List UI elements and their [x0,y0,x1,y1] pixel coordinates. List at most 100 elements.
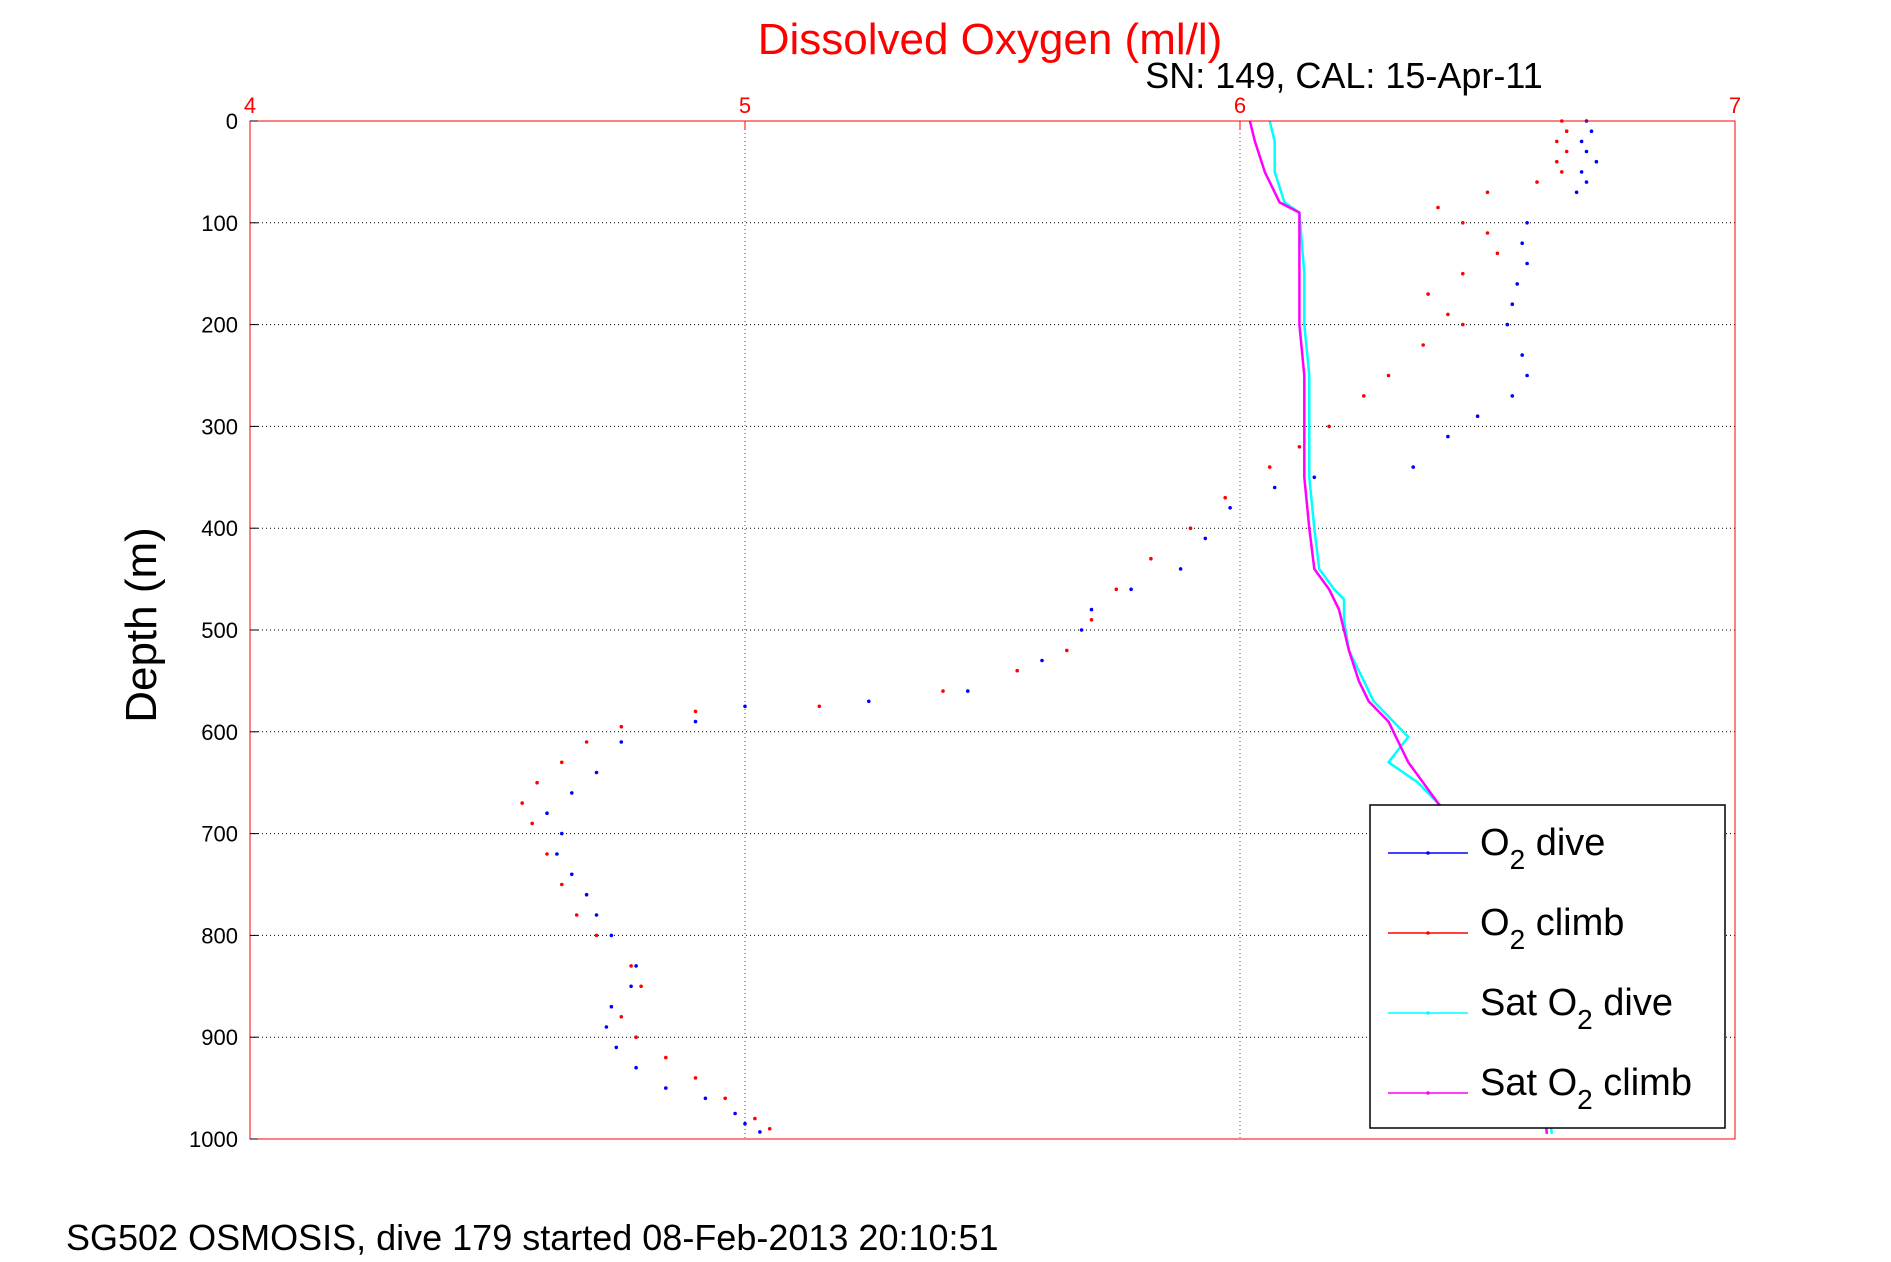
legend-label-subscript: 2 [1510,844,1526,875]
data-point [693,719,698,724]
data-point [1040,658,1044,663]
data-point [1560,170,1564,174]
data-point [1267,465,1272,469]
y-axis-label: Depth (m) [117,527,166,723]
legend-entry: Sat O2 dive [1388,982,1673,1035]
data-point [1515,282,1519,286]
x-tick-label: 4 [244,93,256,118]
data-point [594,770,599,775]
data-point [555,852,559,856]
legend-label-text: O [1480,902,1510,944]
data-point [1555,139,1559,144]
data-point [1485,231,1490,235]
data-point [560,831,564,836]
data-point [1178,567,1183,571]
data-point [1579,170,1584,174]
y-tick-label: 600 [201,720,238,745]
legend-label-suffix: dive [1593,982,1673,1024]
data-point [594,913,599,917]
data-point [545,852,549,856]
data-point [634,1035,638,1039]
y-tick-label: 900 [201,1025,238,1050]
legend-label-subscript: 2 [1577,1004,1593,1035]
data-point [1461,322,1465,327]
legend-marker [1426,1011,1430,1015]
y-tick-label: 700 [201,822,238,847]
data-point [743,1121,747,1126]
data-point [629,964,633,968]
data-point [1228,506,1232,510]
legend-label: Sat O2 climb [1480,1062,1692,1115]
data-point [584,892,589,897]
data-point [664,1055,668,1060]
data-point [723,1096,727,1101]
data-point [1188,526,1193,530]
data-point [703,1096,708,1101]
data-point [767,1127,772,1131]
legend-entry: O2 climb [1388,902,1624,955]
data-point [1520,353,1524,357]
data-point [634,1065,638,1070]
legend-label: O2 dive [1480,822,1605,875]
data-point [1297,445,1302,449]
data-point [1525,373,1529,378]
data-point [1272,485,1277,490]
legend-marker [1426,851,1430,855]
data-point [1495,251,1500,256]
data-point [1579,139,1584,144]
data-point [614,1045,619,1050]
data-point [817,704,822,709]
data-point [619,724,624,729]
data-point [1584,180,1589,184]
legend-marker [1426,931,1430,935]
data-point [1461,221,1465,225]
data-point [570,872,574,877]
legend-marker [1426,1091,1430,1095]
data-point [753,1116,757,1121]
series-1 [520,119,1569,1131]
legend-label: Sat O2 dive [1480,982,1673,1035]
data-point [1584,149,1589,154]
data-point [619,1015,624,1019]
data-point [733,1111,737,1116]
data-point [1015,668,1019,673]
data-point [966,689,970,693]
data-point [693,1076,698,1080]
data-point [604,1025,609,1029]
data-point [1510,302,1515,307]
y-tick-label: 100 [201,211,238,236]
legend-label-subscript: 2 [1577,1084,1593,1115]
data-point [1327,424,1331,429]
data-point [1555,159,1559,164]
data-point [530,821,534,826]
legend-label-text: O [1480,822,1510,864]
data-point [1411,465,1415,469]
data-point [1525,261,1529,266]
data-point [1203,536,1208,541]
legend-box [1369,804,1726,1129]
y-tick-label: 800 [201,923,238,948]
data-point [867,699,871,704]
data-point [1065,648,1069,653]
data-point [758,1130,762,1134]
data-point [570,791,574,795]
data-point [609,1004,614,1009]
data-point [560,760,564,765]
data-point [1535,180,1539,184]
data-point [1564,149,1569,154]
data-point [693,709,698,714]
data-point [1149,556,1153,561]
data-point [594,933,599,938]
data-point [664,1086,668,1090]
data-point [1520,241,1524,245]
data-point [743,704,747,709]
legend-label-suffix: climb [1593,1062,1692,1104]
y-tick-label: 200 [201,313,238,338]
data-point [619,740,624,744]
x-tick-label: 7 [1729,93,1741,118]
legend-label-text: Sat O [1480,1062,1577,1104]
y-tick-label: 400 [201,516,238,541]
data-point [545,811,549,815]
